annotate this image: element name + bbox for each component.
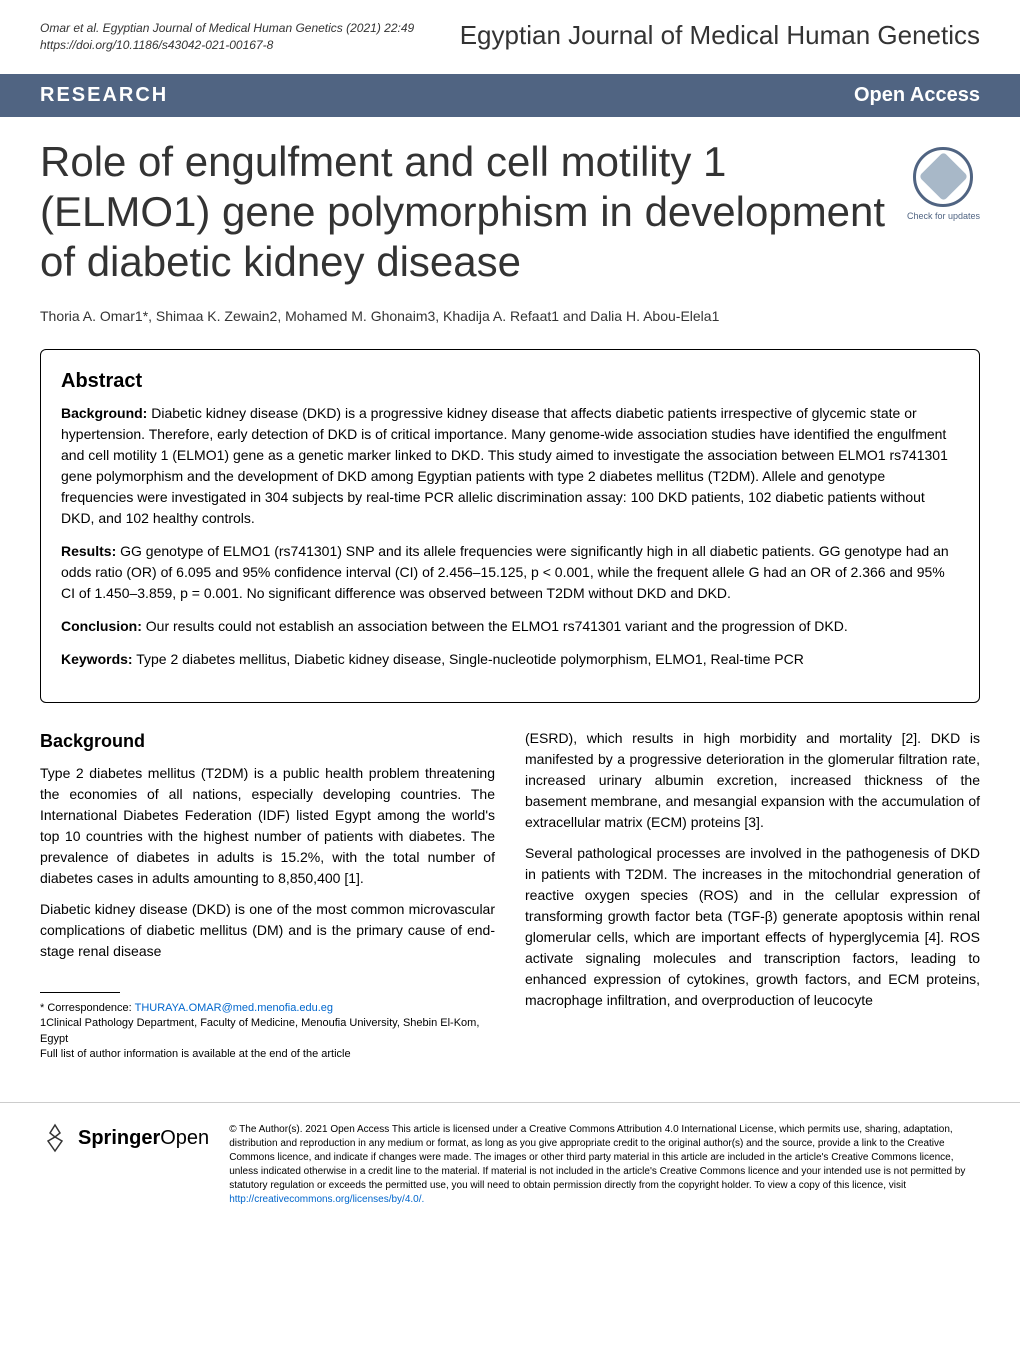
check-updates-badge[interactable]: Check for updates bbox=[907, 147, 980, 221]
correspondence-line1: * Correspondence: THURAYA.OMAR@med.menof… bbox=[40, 1001, 495, 1016]
abstract-heading: Abstract bbox=[61, 370, 959, 393]
footer: SpringerOpen © The Author(s). 2021 Open … bbox=[0, 1102, 1020, 1227]
license-url[interactable]: http://creativecommons.org/licenses/by/4… bbox=[229, 1194, 424, 1205]
body-p4: Several pathological processes are invol… bbox=[525, 843, 980, 1011]
abstract-background-text: Diabetic kidney disease (DKD) is a progr… bbox=[61, 405, 948, 526]
correspondence-divider bbox=[40, 992, 120, 993]
abstract-background-label: Background: bbox=[61, 405, 147, 421]
springer-icon bbox=[40, 1123, 70, 1153]
abstract-conclusion-text: Our results could not establish an assoc… bbox=[142, 618, 848, 634]
correspondence-note: Full list of author information is avail… bbox=[40, 1047, 495, 1062]
citation-doi: https://doi.org/10.1186/s43042-021-00167… bbox=[40, 37, 414, 54]
main-content: Role of engulfment and cell motility 1 (… bbox=[0, 117, 1020, 1083]
abstract-results-label: Results: bbox=[61, 543, 116, 559]
crossmark-icon bbox=[913, 147, 973, 207]
background-heading: Background bbox=[40, 728, 495, 755]
correspondence-block: * Correspondence: THURAYA.OMAR@med.menof… bbox=[40, 982, 495, 1063]
left-column: Background Type 2 diabetes mellitus (T2D… bbox=[40, 728, 495, 1063]
authors: Thoria A. Omar1*, Shimaa K. Zewain2, Moh… bbox=[40, 308, 980, 324]
abstract-results-text: GG genotype of ELMO1 (rs741301) SNP and … bbox=[61, 543, 949, 601]
abstract-box: Abstract Background: Diabetic kidney dis… bbox=[40, 349, 980, 703]
correspondence-affiliation: 1Clinical Pathology Department, Faculty … bbox=[40, 1016, 495, 1047]
journal-name: Egyptian Journal of Medical Human Geneti… bbox=[460, 20, 980, 51]
body-p1: Type 2 diabetes mellitus (T2DM) is a pub… bbox=[40, 763, 495, 889]
title-row: Role of engulfment and cell motility 1 (… bbox=[40, 137, 980, 288]
abstract-background: Background: Diabetic kidney disease (DKD… bbox=[61, 403, 959, 529]
abstract-results: Results: GG genotype of ELMO1 (rs741301)… bbox=[61, 541, 959, 604]
springer-logo: SpringerOpen bbox=[40, 1123, 209, 1153]
abstract-conclusion-label: Conclusion: bbox=[61, 618, 142, 634]
right-column: (ESRD), which results in high morbidity … bbox=[525, 728, 980, 1063]
abstract-keywords: Keywords: Type 2 diabetes mellitus, Diab… bbox=[61, 649, 959, 670]
correspondence-email[interactable]: THURAYA.OMAR@med.menofia.edu.eg bbox=[135, 1002, 333, 1014]
citation-line1: Omar et al. Egyptian Journal of Medical … bbox=[40, 20, 414, 37]
abstract-conclusion: Conclusion: Our results could not establ… bbox=[61, 616, 959, 637]
header: Omar et al. Egyptian Journal of Medical … bbox=[0, 0, 1020, 64]
citation-block: Omar et al. Egyptian Journal of Medical … bbox=[40, 20, 414, 54]
license-text: © The Author(s). 2021 Open Access This a… bbox=[229, 1123, 980, 1207]
body-p2: Diabetic kidney disease (DKD) is one of … bbox=[40, 899, 495, 962]
springer-text: SpringerOpen bbox=[78, 1127, 209, 1150]
abstract-keywords-text: Type 2 diabetes mellitus, Diabetic kidne… bbox=[133, 651, 804, 667]
open-access-label: Open Access bbox=[854, 84, 980, 107]
check-updates-text: Check for updates bbox=[907, 211, 980, 221]
article-title: Role of engulfment and cell motility 1 (… bbox=[40, 137, 887, 288]
body-columns: Background Type 2 diabetes mellitus (T2D… bbox=[40, 728, 980, 1063]
body-p3: (ESRD), which results in high morbidity … bbox=[525, 728, 980, 833]
article-type-bar: RESEARCH Open Access bbox=[0, 74, 1020, 117]
article-type: RESEARCH bbox=[40, 84, 168, 107]
abstract-keywords-label: Keywords: bbox=[61, 651, 133, 667]
